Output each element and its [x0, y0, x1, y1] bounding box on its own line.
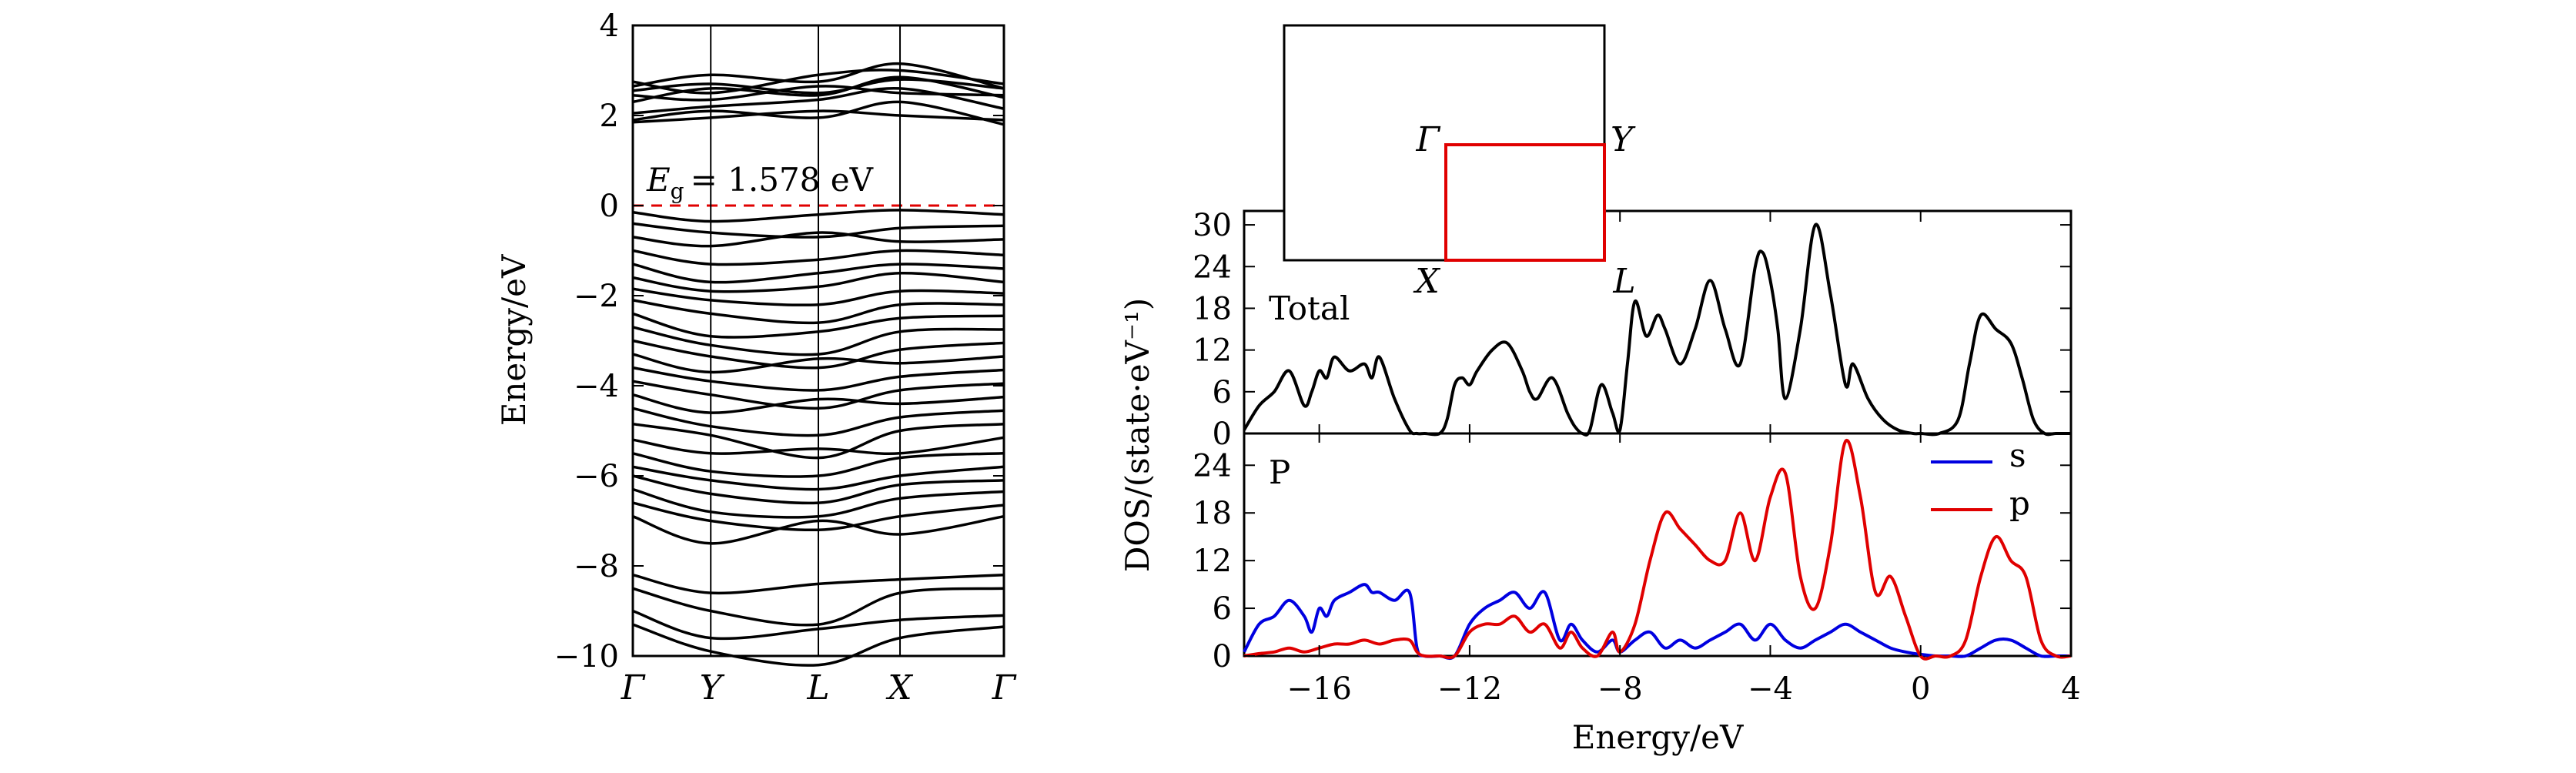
kpoint-label: Γ — [992, 668, 1017, 708]
dos-xtick-label: −4 — [1748, 671, 1793, 707]
band-ylabel: Energy/eV — [495, 254, 533, 426]
band-ytick-label: −6 — [574, 459, 619, 494]
dos-xtick-label: 0 — [1911, 671, 1930, 707]
legend-p-label: p — [2009, 484, 2030, 522]
legend-s-label: s — [2009, 437, 2026, 474]
brillouin-zone-inset: Γ Y X L — [1283, 24, 1636, 301]
bz-x-label: X — [1413, 262, 1440, 301]
gap-subscript: g — [671, 179, 684, 204]
band-line — [632, 623, 1005, 667]
gap-value: = 1.578 eV — [691, 161, 874, 199]
bz-gamma-label: Γ — [1415, 120, 1440, 159]
kpoint-lines — [710, 25, 902, 656]
total-dos-line — [1243, 223, 2071, 437]
legend: s p — [1931, 437, 2030, 522]
band-ytick-label: −10 — [554, 639, 619, 674]
dos-xtick-label: −8 — [1597, 671, 1643, 707]
kpoint-label: X — [885, 668, 913, 708]
p-ytick-label: 0 — [1213, 639, 1232, 674]
kpoint-label: Γ — [621, 668, 646, 708]
bz-path — [1444, 143, 1606, 262]
band-ytick-label: −4 — [574, 369, 619, 404]
dos-xtick-label: −12 — [1437, 671, 1502, 707]
p-ytick-label: 12 — [1193, 544, 1232, 579]
dos-xlabel: Energy/eV — [1572, 718, 1744, 756]
dos-panel: 0 6 12 18 24 30 0 6 12 18 24 −16 −12 −8 −4 0 4 Total P D… — [1119, 208, 2081, 756]
total-ytick-label: 30 — [1193, 208, 1232, 243]
total-ytick-label: 6 — [1213, 375, 1232, 410]
total-dos-curve — [1243, 223, 2071, 437]
band-ytick-label: −2 — [574, 279, 619, 314]
dos-ylabel: DOS/(state·eV⁻¹) — [1119, 298, 1156, 573]
total-ytick-label: 24 — [1193, 249, 1232, 285]
p-ytick-label: 24 — [1193, 448, 1232, 484]
p-ytick-label: 18 — [1193, 496, 1232, 531]
band-ytick-label: 0 — [600, 189, 619, 224]
bz-l-label: L — [1612, 262, 1635, 301]
band-ytick-label: 2 — [600, 99, 619, 134]
dos-xtick-label: −16 — [1286, 671, 1351, 707]
dos-axes: 0 6 12 18 24 30 0 6 12 18 24 −16 −12 −8 −4 0 4 — [1193, 208, 2081, 707]
band-frame — [631, 24, 1005, 658]
p-orbital-dos-line — [1243, 438, 2072, 661]
gap-symbol: E — [646, 161, 671, 199]
band-yaxis: 4 2 0 −2 −4 −6 −8 −10 — [554, 8, 1004, 674]
p-ytick-label: 6 — [1213, 591, 1232, 627]
total-panel-label: Total — [1269, 289, 1350, 327]
band-structure-panel: 4 2 0 −2 −4 −6 −8 −10 Γ Y L X Γ Energy/eV Eg = 1.578… — [495, 8, 1017, 708]
dos-xtick-label: 4 — [2061, 671, 2080, 707]
p-panel-label: P — [1269, 453, 1290, 491]
total-ytick-label: 12 — [1193, 333, 1232, 369]
total-ytick-label: 0 — [1213, 417, 1232, 452]
bz-y-label: Y — [1611, 120, 1636, 159]
band-ytick-label: −8 — [574, 549, 619, 584]
gap-annotation: Eg = 1.578 eV — [646, 161, 874, 204]
kpoint-label: Y — [700, 668, 725, 708]
kpoint-label: L — [806, 668, 829, 708]
total-ytick-label: 18 — [1193, 291, 1232, 326]
s-orbital-dos-line — [1243, 583, 2071, 661]
p-dos-curves — [1243, 438, 2072, 661]
band-ytick-label: 4 — [600, 8, 619, 44]
